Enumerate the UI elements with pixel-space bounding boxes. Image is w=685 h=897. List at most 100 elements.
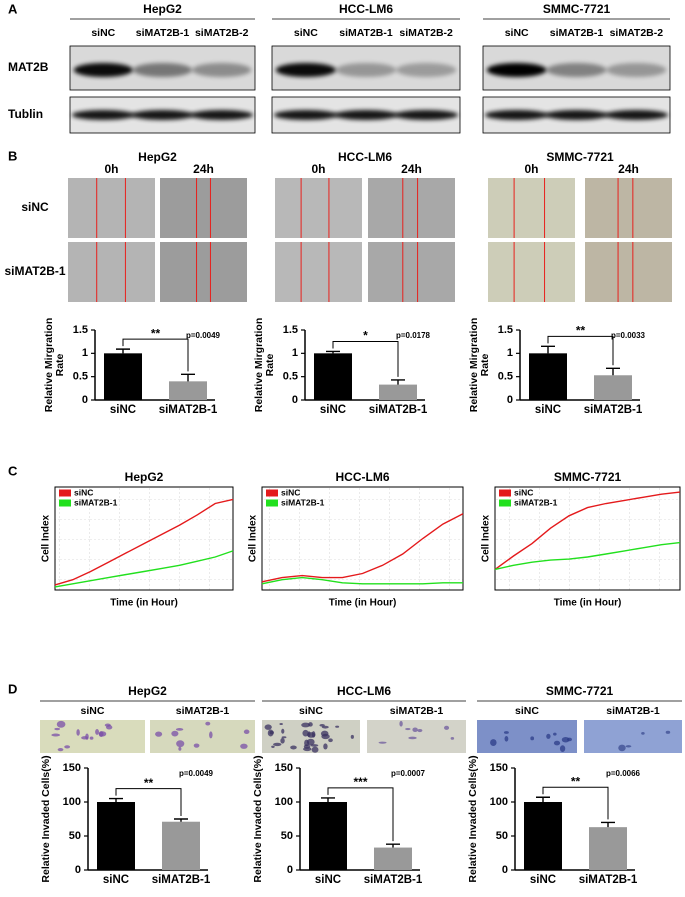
cell (546, 733, 551, 739)
band (273, 110, 338, 120)
bar (594, 375, 632, 400)
cell (323, 743, 328, 750)
micrograph (275, 242, 362, 302)
micrograph (367, 720, 466, 753)
chart-title: HCC-LM6 (336, 470, 390, 484)
cell (444, 725, 450, 730)
group-title: HepG2 (128, 684, 167, 698)
time-label: 24h (618, 162, 639, 176)
row-label: siNC (21, 200, 49, 214)
y-tick-label: 0 (502, 864, 508, 876)
lane-label: siNC (505, 27, 529, 39)
y-axis-label: Cell Index (41, 514, 52, 562)
cell (175, 728, 184, 731)
cell (665, 730, 671, 734)
y-tick-label: 1.5 (283, 324, 298, 336)
micrograph (68, 178, 155, 238)
blot-title: SMMC-7721 (543, 2, 611, 16)
cell (171, 730, 179, 737)
y-axis-label: Rate (54, 353, 66, 376)
micrograph (160, 242, 247, 302)
legend-label: siMAT2B-1 (514, 497, 558, 507)
micrograph (150, 720, 255, 753)
cell (271, 745, 275, 748)
y-tick-label: 0 (292, 394, 298, 406)
cell (98, 731, 107, 737)
significance: *** (353, 775, 367, 789)
lane-label: siMAT2B-2 (399, 27, 453, 39)
lane-label: siNC (91, 27, 115, 39)
micrograph (68, 242, 155, 302)
cell (279, 722, 283, 726)
bar (524, 802, 562, 870)
cell (618, 744, 626, 752)
y-tick-label: 0.5 (498, 371, 513, 383)
cell (553, 732, 557, 736)
bar (374, 847, 412, 870)
cell (350, 734, 354, 739)
cell (378, 741, 387, 744)
cell (290, 745, 297, 750)
y-tick-label: 100 (490, 796, 508, 808)
legend-swatch (266, 499, 278, 507)
y-tick-label: 1 (292, 347, 298, 359)
chart-title: HepG2 (125, 470, 164, 484)
row-label: siMAT2B-1 (4, 264, 65, 278)
cell (51, 733, 61, 737)
micrograph (584, 720, 682, 753)
significance-bracket (332, 340, 399, 377)
cell (641, 732, 645, 735)
cell (81, 736, 89, 740)
cell (559, 745, 566, 752)
error-bar (109, 797, 123, 802)
significance-bracket (122, 338, 189, 372)
row-label: MAT2B (8, 60, 49, 74)
bar (162, 821, 200, 870)
significance: ** (144, 776, 154, 790)
band (604, 110, 669, 120)
error-bar (391, 379, 405, 385)
series-line (494, 491, 681, 570)
y-tick-label: 0 (82, 394, 88, 406)
group-title: HepG2 (138, 150, 177, 164)
y-axis-label: Rate (479, 353, 491, 376)
plot-area (54, 486, 234, 591)
cell (303, 747, 312, 752)
cell (503, 731, 509, 734)
band (334, 110, 398, 120)
panel-label: C (8, 463, 18, 478)
x-tick-label: siNC (535, 404, 561, 416)
cell (417, 728, 423, 733)
significance: ** (151, 326, 161, 340)
significance: ** (571, 774, 581, 788)
y-axis-label: Relative Invaded Cells(%) (252, 755, 264, 882)
micrograph (368, 242, 455, 302)
condition-label: siMAT2B-1 (176, 705, 230, 717)
error-bar (174, 818, 188, 822)
y-tick-label: 1 (82, 347, 88, 359)
cell (273, 742, 282, 747)
cell (57, 748, 64, 752)
legend-swatch (59, 499, 71, 507)
cell (89, 736, 94, 740)
cell (281, 736, 287, 739)
x-tick-label: siNC (320, 404, 346, 416)
cell (307, 732, 316, 738)
band (71, 110, 135, 120)
legend-swatch (499, 489, 511, 497)
legend-label: siNC (514, 487, 533, 497)
group-title: HCC-LM6 (338, 150, 392, 164)
cell (281, 728, 285, 734)
series-line (261, 513, 464, 583)
cell (54, 727, 61, 731)
cell (267, 729, 274, 737)
y-tick-label: 0.5 (283, 371, 298, 383)
error-bar (386, 843, 400, 848)
time-label: 0h (311, 162, 325, 176)
cell (625, 745, 632, 748)
cell (566, 737, 572, 742)
cell (64, 745, 71, 749)
legend-label: siNC (74, 487, 93, 497)
cell (178, 746, 182, 751)
group-title: SMMC-7721 (546, 684, 614, 698)
